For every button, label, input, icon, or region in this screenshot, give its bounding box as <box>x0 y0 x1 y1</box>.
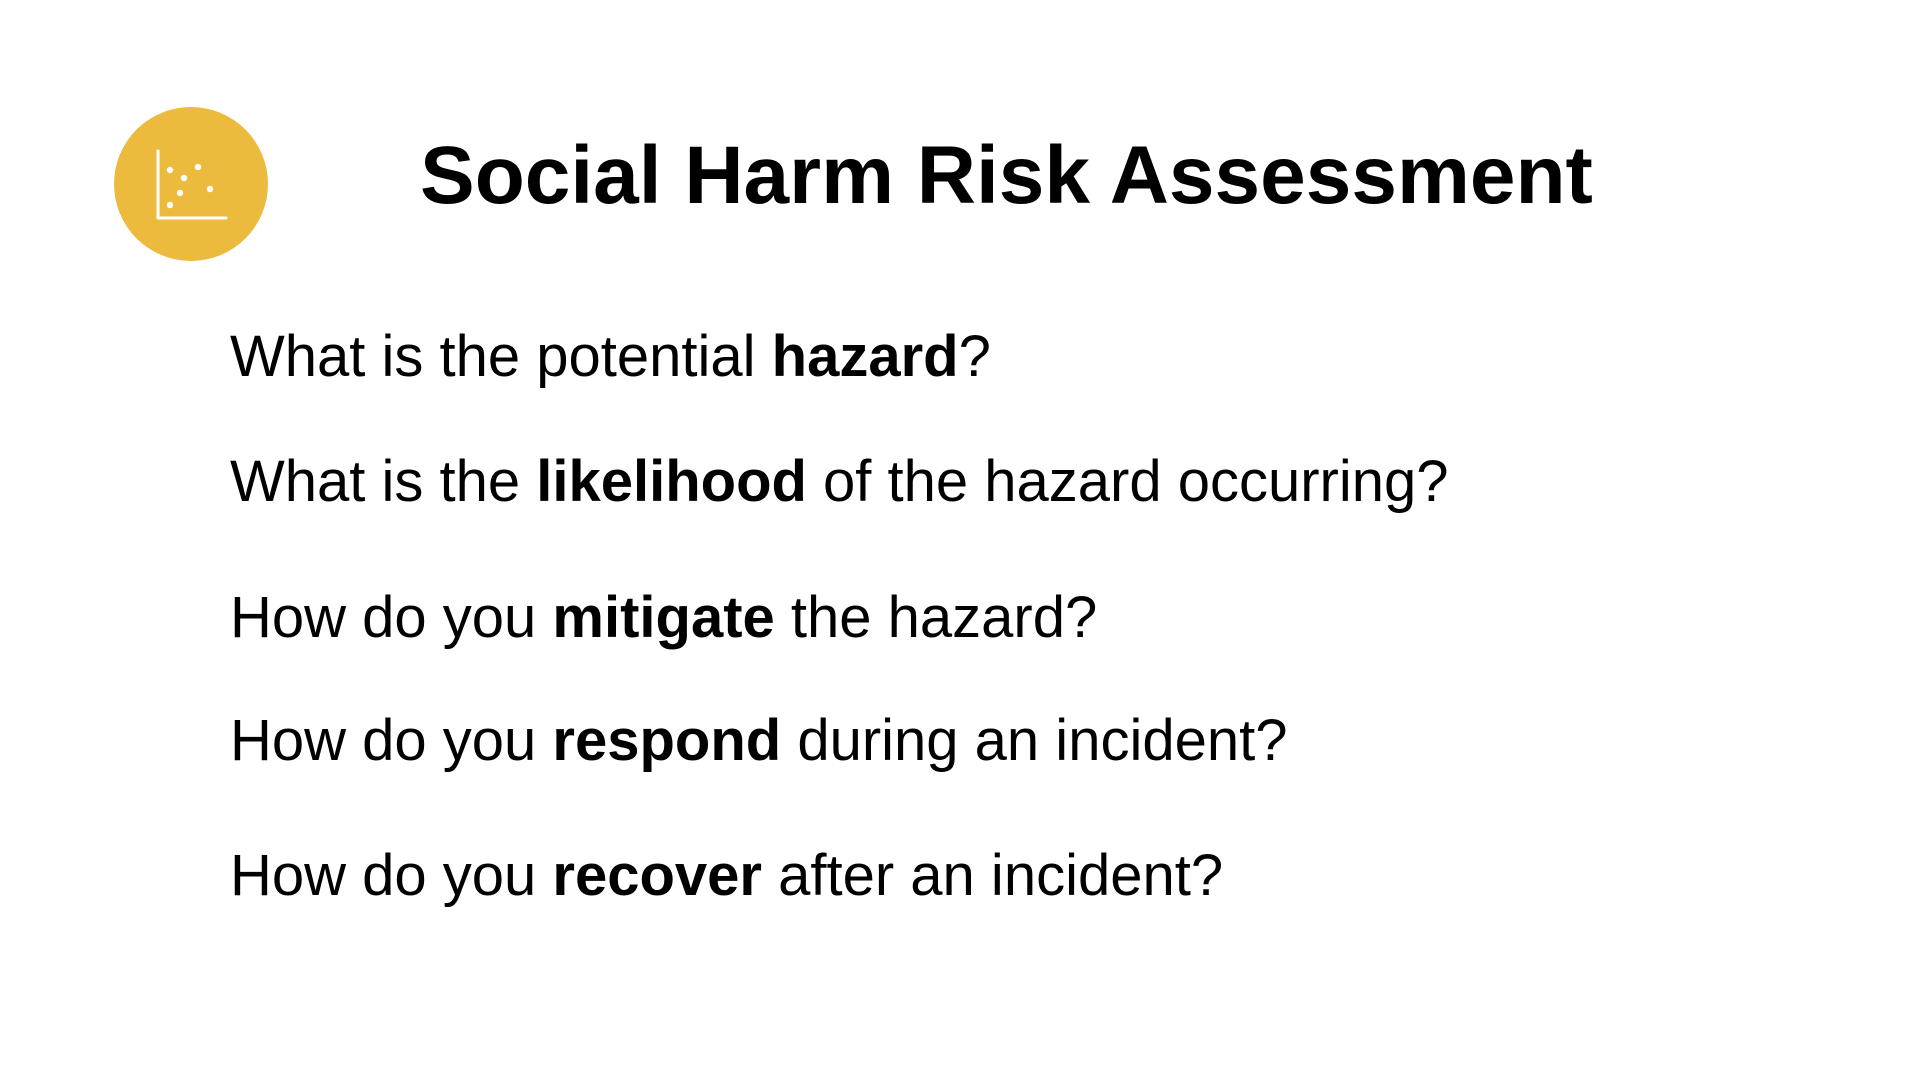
question-respond: How do you respond during an incident? <box>230 706 1830 776</box>
question-text: ? <box>958 324 991 389</box>
question-likelihood: What is the likelihood of the hazard occ… <box>230 447 1830 517</box>
question-text: during an incident? <box>781 708 1288 773</box>
slide-title: Social Harm Risk Assessment <box>420 130 1593 221</box>
question-text: of the hazard occurring? <box>806 449 1449 514</box>
question-text: What is the potential <box>230 324 772 389</box>
question-keyword: recover <box>552 843 763 908</box>
question-text: How do you <box>230 708 553 773</box>
question-text: after an incident? <box>762 843 1224 908</box>
question-text: How do you <box>230 585 553 650</box>
question-mitigate: How do you mitigate the hazard? <box>230 583 1830 653</box>
question-keyword: mitigate <box>552 585 775 650</box>
question-keyword: respond <box>552 708 782 773</box>
question-keyword: likelihood <box>536 449 807 514</box>
scatter-plot-badge <box>114 107 268 261</box>
question-text: What is the <box>230 449 537 514</box>
question-text: How do you <box>230 843 553 908</box>
question-text: the hazard? <box>774 585 1098 650</box>
scatter-plot-icon <box>156 149 228 220</box>
question-hazard: What is the potential hazard? <box>230 322 1830 392</box>
question-keyword: hazard <box>771 324 959 389</box>
question-recover: How do you recover after an incident? <box>230 841 1830 911</box>
